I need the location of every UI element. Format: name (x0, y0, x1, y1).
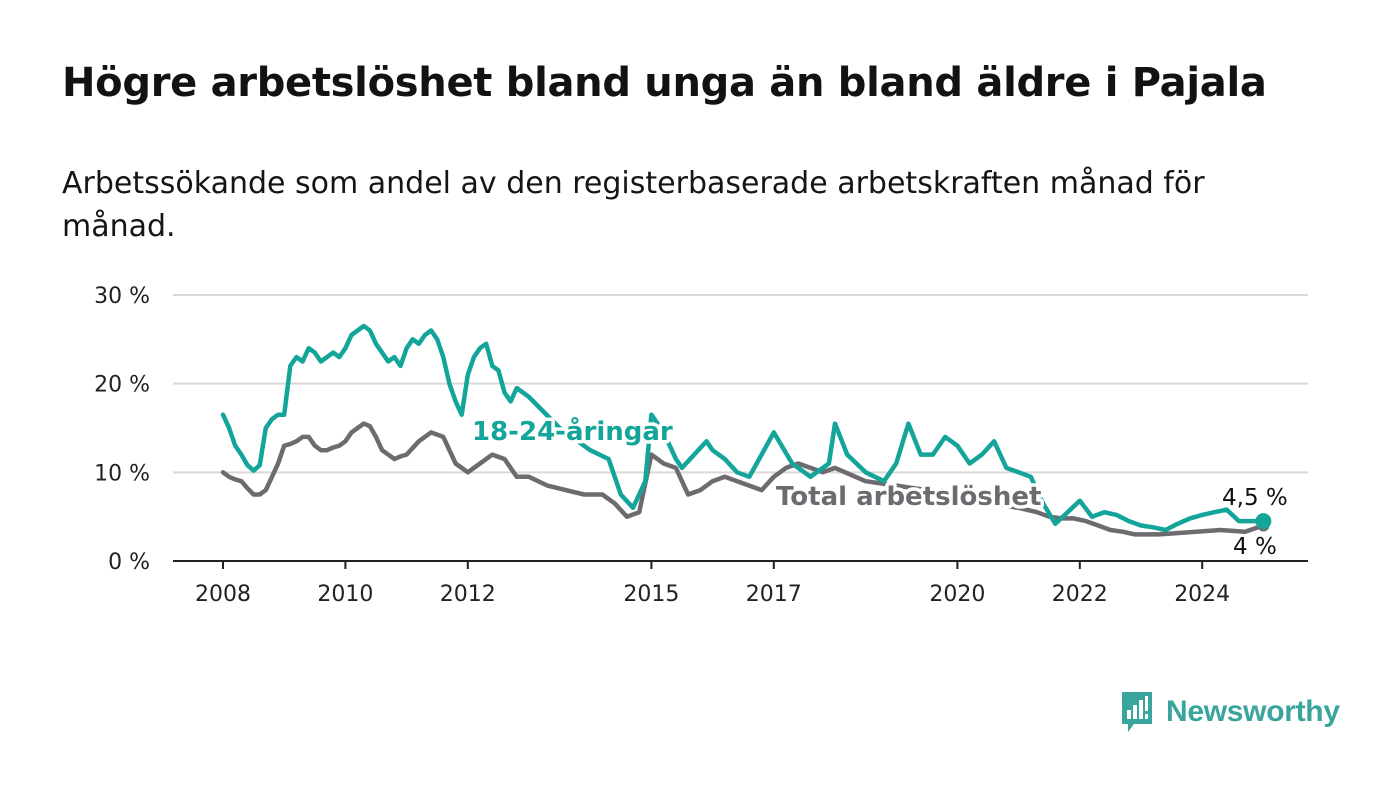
line-chart: 0 % 10 % 20 % 30 % 2008 2010 2012 2015 2017 2020… (94, 284, 1308, 607)
y-tick-label: 30 % (94, 284, 150, 309)
x-tick-label: 2015 (623, 582, 679, 607)
x-tick-label: 2012 (440, 582, 496, 607)
end-label-youth: 4,5 % (1222, 485, 1288, 511)
grid-lines (173, 294, 1308, 562)
logo-text: Newsworthy (1166, 695, 1340, 728)
y-tick-label: 10 % (94, 461, 150, 486)
y-tick-label: 0 % (108, 550, 150, 575)
series-end-point-youth (1255, 513, 1272, 530)
chart-title: Högre arbetslöshet bland unga än bland ä… (62, 60, 1267, 106)
x-tick-label: 2022 (1052, 582, 1108, 607)
series-label-youth-halo: 18-24-åringar (472, 415, 673, 447)
y-axis: 0 % 10 % 20 % 30 % (94, 284, 150, 575)
x-tick-label: 2010 (317, 582, 373, 607)
series-line-youth (220, 323, 1266, 533)
x-tick-label: 2020 (929, 582, 985, 607)
end-label-total: 4 % (1233, 534, 1277, 560)
x-tick-label: 2024 (1174, 582, 1230, 607)
chart-subtitle: Arbetssökande som andel av den registerb… (62, 166, 1205, 244)
newsworthy-logo: Newsworthy (1120, 690, 1340, 734)
series-label-total: Total arbetslöshet (776, 482, 1041, 512)
x-tick-label: 2008 (195, 582, 251, 607)
bar-chart-bubble-icon (1122, 692, 1152, 732)
series-line-total (220, 421, 1266, 537)
series-lines (220, 323, 1272, 537)
series-label-total-halo: Total arbetslöshet (776, 482, 1041, 512)
y-tick-label: 20 % (94, 373, 150, 398)
x-tick-label: 2017 (746, 582, 802, 607)
series-label-youth: 18-24-åringar (472, 415, 673, 447)
x-axis: 2008 2010 2012 2015 2017 2020 2022 2024 (195, 561, 1230, 607)
